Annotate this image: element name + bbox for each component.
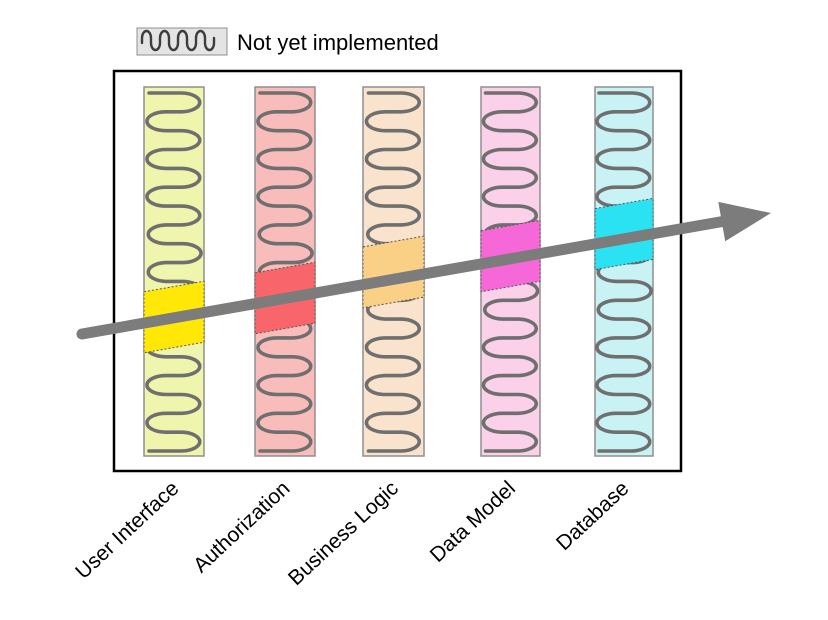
arrow-head <box>718 201 771 242</box>
legend-label: Not yet implemented <box>237 30 439 55</box>
architecture-layers <box>143 86 654 457</box>
layer-label-database: Database <box>552 477 633 555</box>
layer-squiggle-user-interface <box>145 91 203 453</box>
layer-database <box>594 86 654 457</box>
layer-label-user-interface: User Interface <box>71 477 183 584</box>
layer-data-model <box>480 86 541 457</box>
layer-column-database <box>594 86 654 457</box>
arrow-shaft <box>76 215 731 340</box>
layer-label-authorization: Authorization <box>189 477 294 577</box>
layer-label-business-logic: Business Logic <box>284 477 403 590</box>
system-boundary-box <box>112 69 683 473</box>
layer-authorization <box>254 86 316 457</box>
not-implemented-wave-icon <box>140 29 216 52</box>
layer-squiggle-database <box>595 91 653 453</box>
layer-label-data-model: Data Model <box>426 477 520 567</box>
legend: Not yet implemented <box>136 27 439 56</box>
feature-slice-arrow <box>76 201 771 340</box>
layer-column-user-interface <box>143 86 205 457</box>
layer-user-interface <box>143 86 205 457</box>
